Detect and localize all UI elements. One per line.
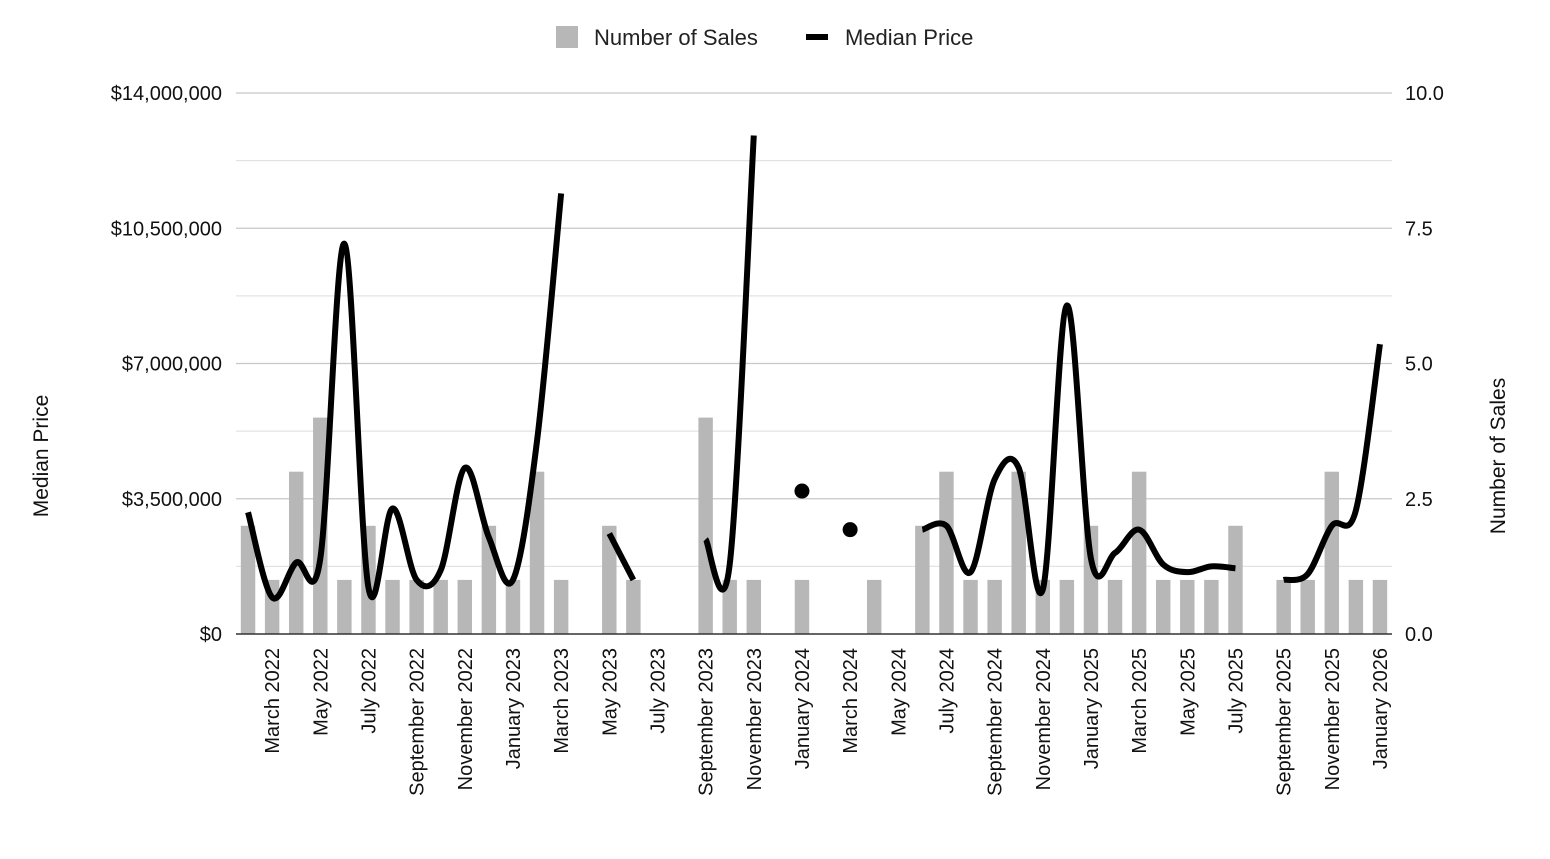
x-tick-label: September 2025 [1274,648,1296,796]
left-tick-label: $7,000,000 [122,354,222,376]
bar-number-of-sales [1276,579,1291,634]
legend-swatch-number-of-sales [556,26,578,48]
x-tick-label: January 2024 [792,648,814,769]
x-tick-label: September 2024 [985,648,1007,796]
bar-number-of-sales [626,579,641,634]
x-tick-label: May 2022 [310,648,332,736]
bar-number-of-sales [1011,471,1026,634]
bar-number-of-sales [1348,579,1364,634]
median-price-point [842,522,858,538]
median-price-line [245,193,565,602]
bar-number-of-sales [385,579,400,634]
x-tick-label: May 2024 [888,648,910,736]
series-median-price [245,135,1383,602]
bar-number-of-sales [746,579,762,634]
bar-number-of-sales [1372,579,1388,634]
x-tick-label: July 2022 [358,648,380,734]
legend-label-median-price: Median Price [845,25,973,50]
bar-number-of-sales [457,579,473,634]
x-tick-label: July 2025 [1225,648,1247,734]
x-tick-label: November 2023 [744,648,766,790]
left-tick-label: $10,500,000 [111,218,222,240]
x-tick-label: May 2025 [1177,648,1199,736]
bar-number-of-sales [337,579,352,634]
x-tick-label: November 2024 [1033,648,1055,790]
right-tick-label: 0.0 [1405,624,1433,646]
bar-number-of-sales [1228,525,1243,634]
median-price-line [702,135,757,593]
x-axis-ticks: March 2022 May 2022 July 2022 September 202… [262,648,1392,796]
right-tick-label: 5.0 [1405,354,1433,376]
bar-number-of-sales [722,579,737,634]
right-tick-label: 10.0 [1405,83,1444,105]
x-tick-label: January 2023 [503,648,525,769]
x-tick-label: March 2024 [840,648,862,754]
left-tick-label: $3,500,000 [122,489,222,511]
median-price-point [794,483,810,499]
bar-number-of-sales [794,579,810,634]
x-tick-label: November 2022 [455,648,477,790]
x-tick-label: July 2023 [647,648,669,734]
bar-number-of-sales [1204,579,1219,634]
bar-number-of-sales [1059,579,1075,634]
bar-number-of-sales [866,579,882,634]
bar-number-of-sales [1180,579,1195,634]
bar-number-of-sales [698,417,713,634]
bars-number-of-sales [240,417,1388,634]
x-tick-label: September 2022 [407,648,429,796]
right-axis-title: Number of Sales [1487,378,1510,534]
x-tick-label: March 2022 [262,648,284,754]
x-tick-label: January 2025 [1081,648,1103,769]
left-tick-label: $0 [200,624,222,646]
bar-number-of-sales [288,471,304,634]
left-axis-ticks: $0 $3,500,000 $7,000,000 $10,500,000 $14,000… [111,83,222,646]
gridlines [236,92,1392,567]
bar-number-of-sales [529,471,545,634]
legend-swatch-median-price [806,34,828,40]
bar-number-of-sales [433,579,448,634]
x-tick-label: May 2023 [599,648,621,736]
bar-number-of-sales [505,579,521,634]
left-axis-title: Median Price [30,395,53,518]
legend: Number of Sales Median Price [556,25,973,50]
bar-number-of-sales [1131,471,1147,634]
legend-label-number-of-sales: Number of Sales [594,25,758,50]
bar-number-of-sales [1300,579,1315,634]
bar-number-of-sales [409,579,424,634]
right-axis-ticks: 0.0 2.5 5.0 7.5 10.0 [1405,83,1444,646]
x-tick-label: July 2024 [936,648,958,734]
bar-number-of-sales [240,525,256,634]
bar-number-of-sales [1324,471,1340,634]
median-price-line [921,302,1236,597]
right-tick-label: 2.5 [1405,489,1433,511]
bar-number-of-sales [939,471,954,634]
bar-number-of-sales [1155,579,1171,634]
median-price-line [1282,343,1383,584]
x-tick-label: September 2023 [696,648,718,796]
bar-number-of-sales [963,579,978,634]
bar-number-of-sales [602,525,617,634]
bar-number-of-sales [1107,579,1123,634]
median-price-line [606,532,637,582]
left-tick-label: $14,000,000 [111,83,222,105]
x-tick-label: January 2026 [1370,648,1392,769]
right-tick-label: 7.5 [1405,218,1433,240]
x-tick-label: November 2025 [1322,648,1344,790]
bar-number-of-sales [553,579,569,634]
bar-number-of-sales [987,579,1002,634]
x-tick-label: March 2023 [551,648,573,754]
bar-number-of-sales [915,525,930,634]
x-tick-label: March 2025 [1129,648,1151,754]
